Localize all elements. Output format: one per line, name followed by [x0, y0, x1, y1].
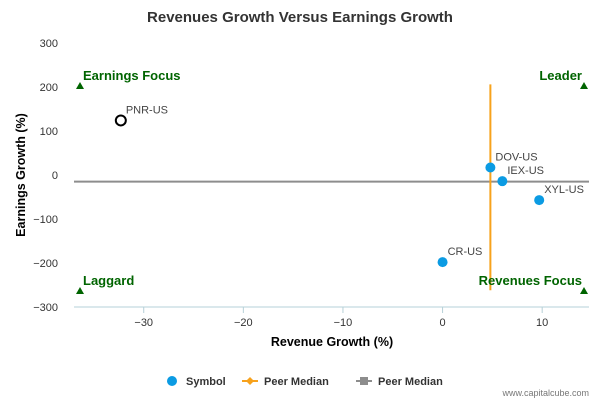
quadrant-labels: Earnings Focus Leader Laggard Revenues F…	[83, 68, 582, 288]
data-point	[437, 257, 448, 268]
corner-triangle-marker	[76, 82, 84, 89]
x-tick-label: 10	[536, 317, 548, 329]
corner-triangle-marker	[76, 287, 84, 294]
y-axis-ticks: 300 200 100 0 −100 −200 −300	[33, 38, 58, 314]
x-tick-label: 0	[440, 317, 446, 329]
y-tick-label: −200	[33, 258, 58, 270]
y-axis-title: Earnings Growth (%)	[14, 113, 28, 237]
x-tick-label: −10	[334, 317, 353, 329]
corner-triangle-markers	[76, 82, 588, 294]
x-tick-label: −30	[134, 317, 153, 329]
y-tick-label: 0	[52, 170, 58, 182]
y-tick-label: 200	[40, 82, 58, 94]
data-point	[114, 114, 127, 127]
y-tick-label: −300	[33, 302, 58, 314]
data-point-label: CR-US	[448, 246, 483, 258]
x-tick-label: −20	[234, 317, 253, 329]
quadrant-bottom-left-label: Laggard	[83, 273, 134, 288]
y-tick-label: −100	[33, 214, 58, 226]
x-axis-ticks: −30 −20 −10 0 10	[134, 307, 548, 329]
chart-title: Revenues Growth Versus Earnings Growth	[147, 9, 453, 26]
data-point	[497, 176, 508, 187]
y-tick-label: 300	[40, 38, 58, 50]
legend-label: Symbol	[186, 376, 226, 388]
corner-triangle-marker	[580, 82, 588, 89]
data-point-label: XYL-US	[544, 184, 584, 196]
legend-diamond-marker	[246, 377, 254, 385]
quadrant-top-left-label: Earnings Focus	[83, 68, 181, 83]
data-point	[534, 195, 545, 206]
legend-label: Peer Median	[378, 376, 443, 388]
legend-label: Peer Median	[264, 376, 329, 388]
corner-triangle-marker	[580, 287, 588, 294]
data-point-label: DOV-US	[495, 152, 537, 164]
credit-text: www.capitalcube.com	[501, 388, 589, 398]
data-point-label: IEX-US	[507, 165, 544, 177]
quadrant-top-right-label: Leader	[539, 68, 582, 83]
quadrant-bottom-right-label: Revenues Focus	[479, 273, 582, 288]
legend-symbol-marker	[167, 376, 177, 386]
legend: Symbol Peer Median Peer Median	[167, 376, 443, 388]
x-axis-title: Revenue Growth (%)	[271, 335, 393, 349]
legend-square-marker	[360, 377, 368, 385]
y-tick-label: 100	[40, 126, 58, 138]
data-point-label: PNR-US	[126, 104, 168, 116]
data-point	[485, 162, 496, 173]
